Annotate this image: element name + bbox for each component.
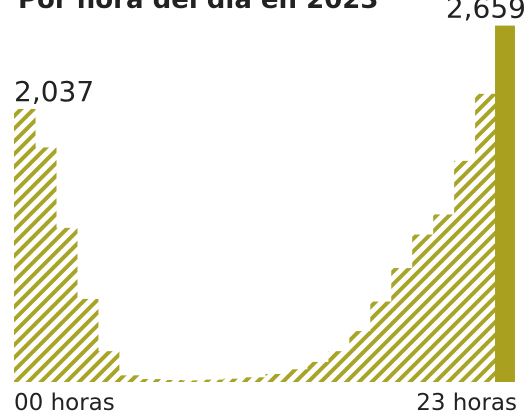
bar [139,379,162,382]
bar [14,108,36,382]
bar [286,369,309,382]
bar [370,301,392,382]
bar [97,351,120,382]
bar [160,379,183,382]
bar [433,214,455,382]
bar [55,227,78,382]
bar [34,147,57,382]
bar [118,375,141,382]
bar [412,234,434,382]
bar [265,373,288,382]
bar [76,298,99,382]
bar [202,379,225,382]
value-label: 2,659 [446,0,526,25]
bar [328,351,350,382]
bar-highlight [495,25,515,382]
chart-title: Por hora del día en 2023 [18,0,378,15]
bar [349,331,371,382]
bar [475,93,497,382]
bar [391,268,413,382]
bar [307,361,329,382]
x-tick-label-start: 00 horas [14,390,115,416]
bar [454,160,476,382]
bar [181,380,204,382]
bars-group [14,25,515,382]
bar [244,377,267,382]
bar [223,378,246,382]
value-label: 2,037 [14,75,94,108]
annotations-group: 2,037 2,659 [14,0,526,108]
x-tick-label-end: 23 horas [416,390,517,416]
